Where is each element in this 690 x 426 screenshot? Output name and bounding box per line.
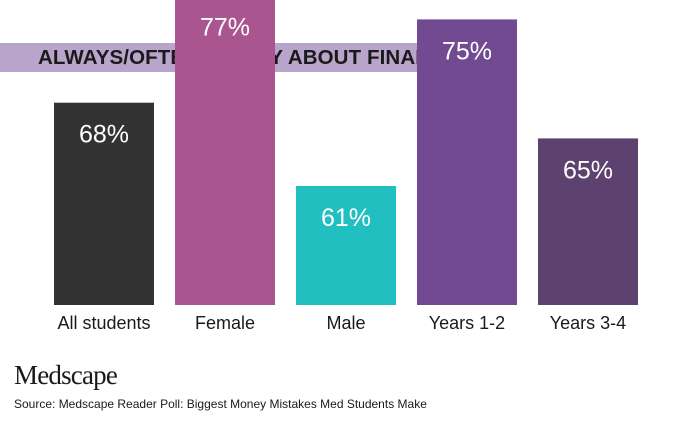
data-label-years-1-2: 75% bbox=[442, 37, 492, 65]
data-label-male: 61% bbox=[321, 204, 371, 232]
category-label-all-students: All students bbox=[57, 313, 150, 333]
category-label-years-3-4: Years 3-4 bbox=[550, 313, 626, 333]
bar-years-1-2 bbox=[417, 19, 517, 306]
data-label-years-3-4: 65% bbox=[563, 156, 613, 184]
bar-male bbox=[296, 186, 396, 305]
category-label-years-1-2: Years 1-2 bbox=[429, 313, 505, 333]
bar-all-students bbox=[54, 102, 154, 305]
category-label-female: Female bbox=[195, 313, 255, 333]
source-note: Source: Medscape Reader Poll: Biggest Mo… bbox=[14, 397, 427, 411]
data-label-all-students: 68% bbox=[79, 121, 129, 149]
medscape-logo: Medscape bbox=[14, 360, 118, 390]
category-label-male: Male bbox=[326, 313, 365, 333]
bar-female bbox=[175, 0, 275, 305]
bar-years-3-4 bbox=[538, 138, 638, 305]
data-label-female: 77% bbox=[200, 14, 250, 42]
